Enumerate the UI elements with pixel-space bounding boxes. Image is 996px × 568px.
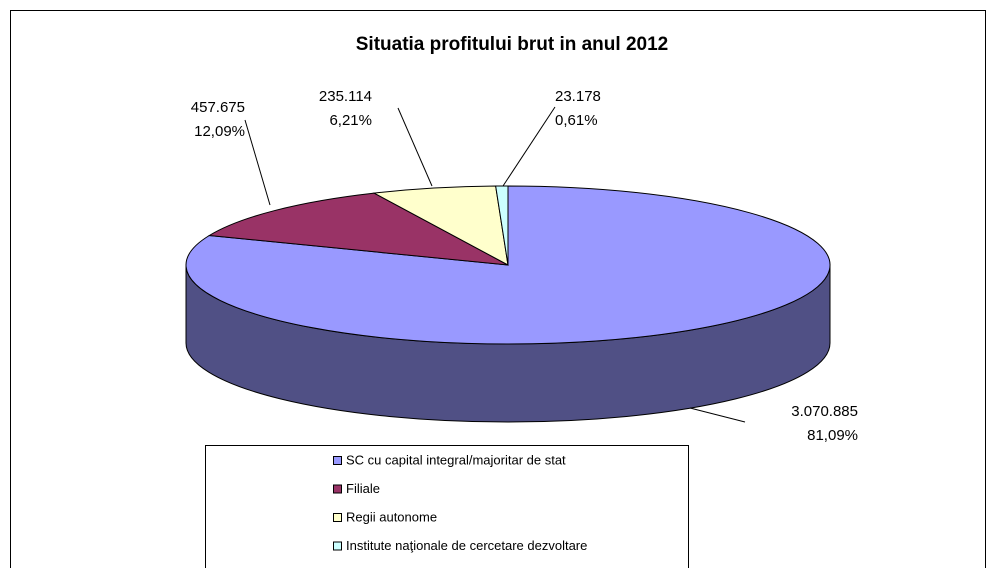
slice: [495, 185, 509, 266]
percent-label: 6,21%: [329, 112, 372, 129]
legend-label: Regii autonome: [346, 509, 437, 524]
legend-swatch: [333, 541, 342, 551]
legend-label: SC cu capital integral/majoritar de stat: [346, 452, 566, 467]
leader-line: [502, 106, 556, 187]
legend-swatch: [333, 484, 342, 494]
value-label: 235.114: [319, 88, 372, 105]
leader-line: [689, 407, 746, 423]
value-label: 3.070.885: [791, 403, 858, 420]
percent-label: 81,09%: [807, 427, 858, 444]
value-label: 23.178: [555, 88, 601, 105]
leader-line: [397, 107, 433, 187]
slice: [207, 192, 509, 266]
legend-swatch: [333, 513, 342, 522]
percent-label: 0,61%: [555, 112, 598, 129]
chart-title: Situatia profitului brut in anul 2012: [356, 34, 668, 55]
value-label: 457.675: [191, 99, 245, 116]
legend-label: Institute naţionale de cercetare dezvolt…: [346, 538, 587, 553]
leader-line: [244, 119, 271, 206]
percent-label: 12,09%: [194, 123, 245, 140]
slice: [372, 185, 509, 266]
legend-label: Filiale: [346, 481, 380, 496]
legend-box: [205, 445, 689, 568]
legend-swatch: [333, 456, 342, 465]
